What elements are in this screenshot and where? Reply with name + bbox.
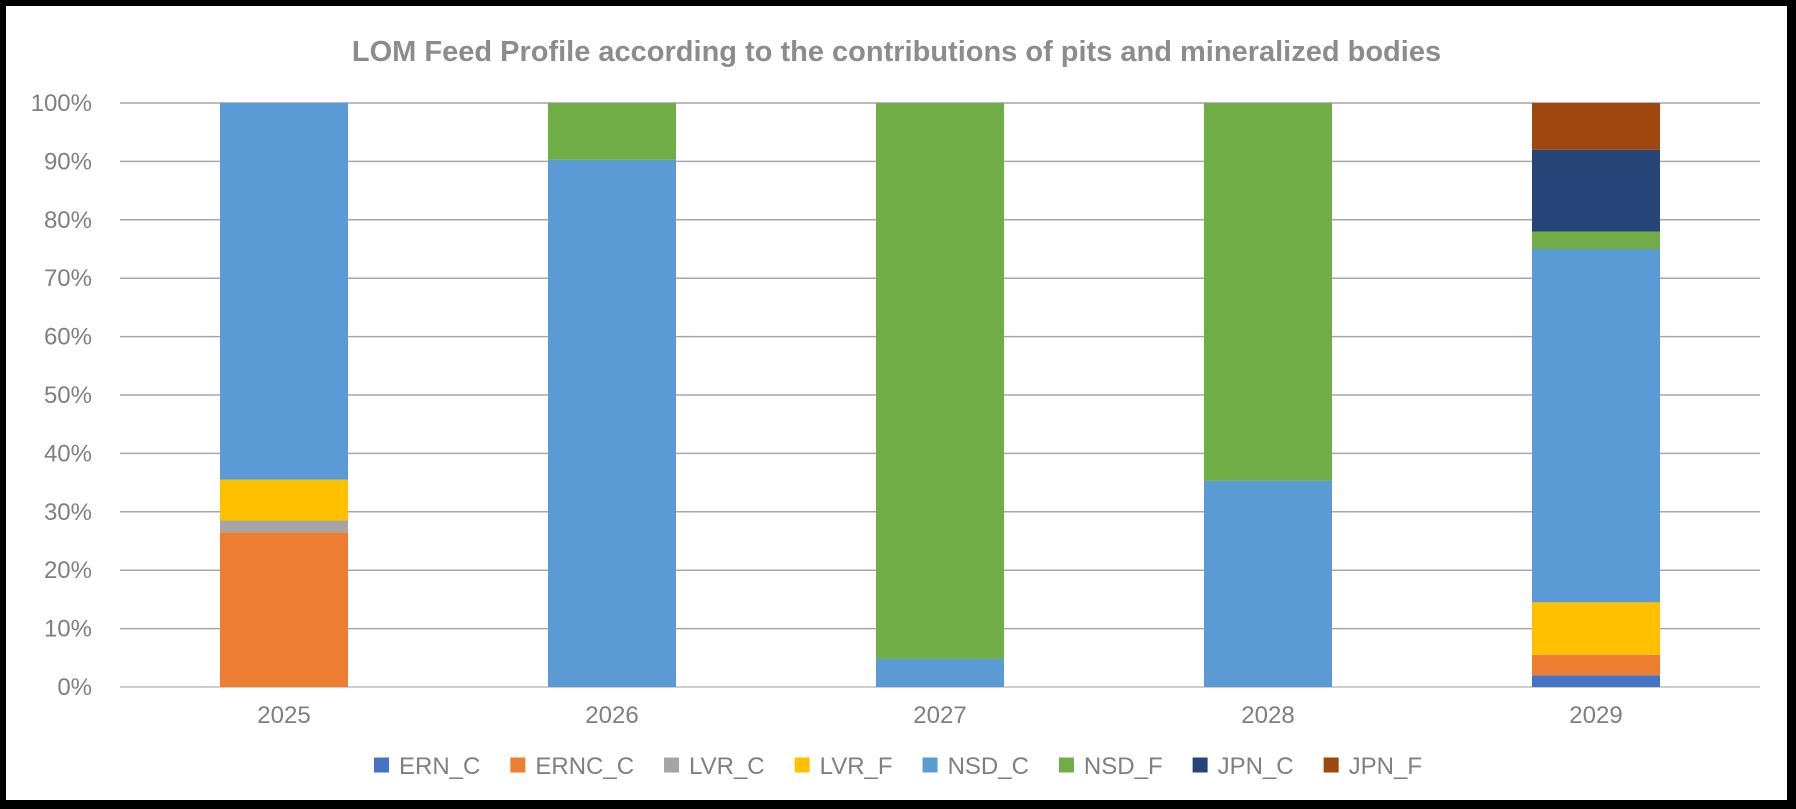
- bar-segment-nsd-f: [1532, 231, 1660, 249]
- bar-segment-nsd-c: [1532, 249, 1660, 603]
- legend-label: JPN_F: [1349, 753, 1422, 780]
- y-tick-label: 0%: [57, 674, 92, 701]
- legend-label: NSD_F: [1084, 753, 1163, 780]
- bar-segment-nsd-f: [548, 103, 676, 160]
- bar-segment-nsd-f: [876, 103, 1004, 659]
- y-tick-label: 30%: [44, 499, 92, 526]
- x-tick-label: 2027: [913, 702, 966, 729]
- bar-segment-jpn-f: [1532, 103, 1660, 150]
- x-tick-label: 2029: [1569, 702, 1622, 729]
- legend-swatch: [664, 757, 680, 773]
- bar-segment-ern-c: [1532, 675, 1660, 687]
- bar-segment-ernc-c: [1532, 654, 1660, 676]
- bar-segment-jpn-c: [1532, 149, 1660, 232]
- x-tick-label: 2028: [1241, 702, 1294, 729]
- bar-segment-nsd-c: [220, 103, 348, 480]
- legend-swatch: [374, 757, 389, 773]
- x-tick-label: 2026: [585, 702, 638, 729]
- legend-label: ERNC_C: [535, 753, 634, 780]
- y-tick-label: 50%: [44, 382, 92, 409]
- bar-segment-nsd-c: [1204, 480, 1332, 687]
- bar-segment-nsd-c: [548, 159, 676, 687]
- y-tick-label: 100%: [31, 90, 92, 117]
- legend-label: LVR_F: [820, 753, 893, 780]
- y-tick-label: 90%: [44, 148, 92, 175]
- legend-swatch: [922, 757, 938, 773]
- legend-swatch: [794, 757, 810, 773]
- legend-swatch: [1058, 757, 1074, 773]
- y-tick-label: 70%: [44, 265, 92, 292]
- bar-segment-nsd-f: [1204, 103, 1332, 481]
- bar-segment-lvr-f: [1532, 602, 1660, 655]
- bar-segment-lvr-c: [220, 520, 348, 533]
- chart-title: LOM Feed Profile according to the contri…: [351, 36, 1442, 68]
- y-tick-label: 20%: [44, 557, 92, 584]
- legend-swatch: [510, 757, 526, 773]
- legend-label: NSD_C: [948, 753, 1029, 780]
- bar-segment-nsd-c: [876, 658, 1004, 687]
- legend-swatch: [1323, 757, 1339, 773]
- y-tick-label: 40%: [44, 440, 92, 467]
- y-tick-label: 10%: [44, 616, 92, 643]
- x-tick-label: 2025: [257, 702, 310, 729]
- bar-segment-lvr-f: [220, 479, 348, 521]
- bar-segment-ernc-c: [220, 532, 348, 687]
- legend-label: LVR_C: [689, 753, 765, 780]
- legend-label: JPN_C: [1218, 753, 1294, 780]
- y-tick-label: 80%: [44, 207, 92, 234]
- legend-swatch: [1192, 757, 1208, 773]
- legend-label: ERN_C: [399, 753, 480, 780]
- y-tick-label: 60%: [44, 324, 92, 351]
